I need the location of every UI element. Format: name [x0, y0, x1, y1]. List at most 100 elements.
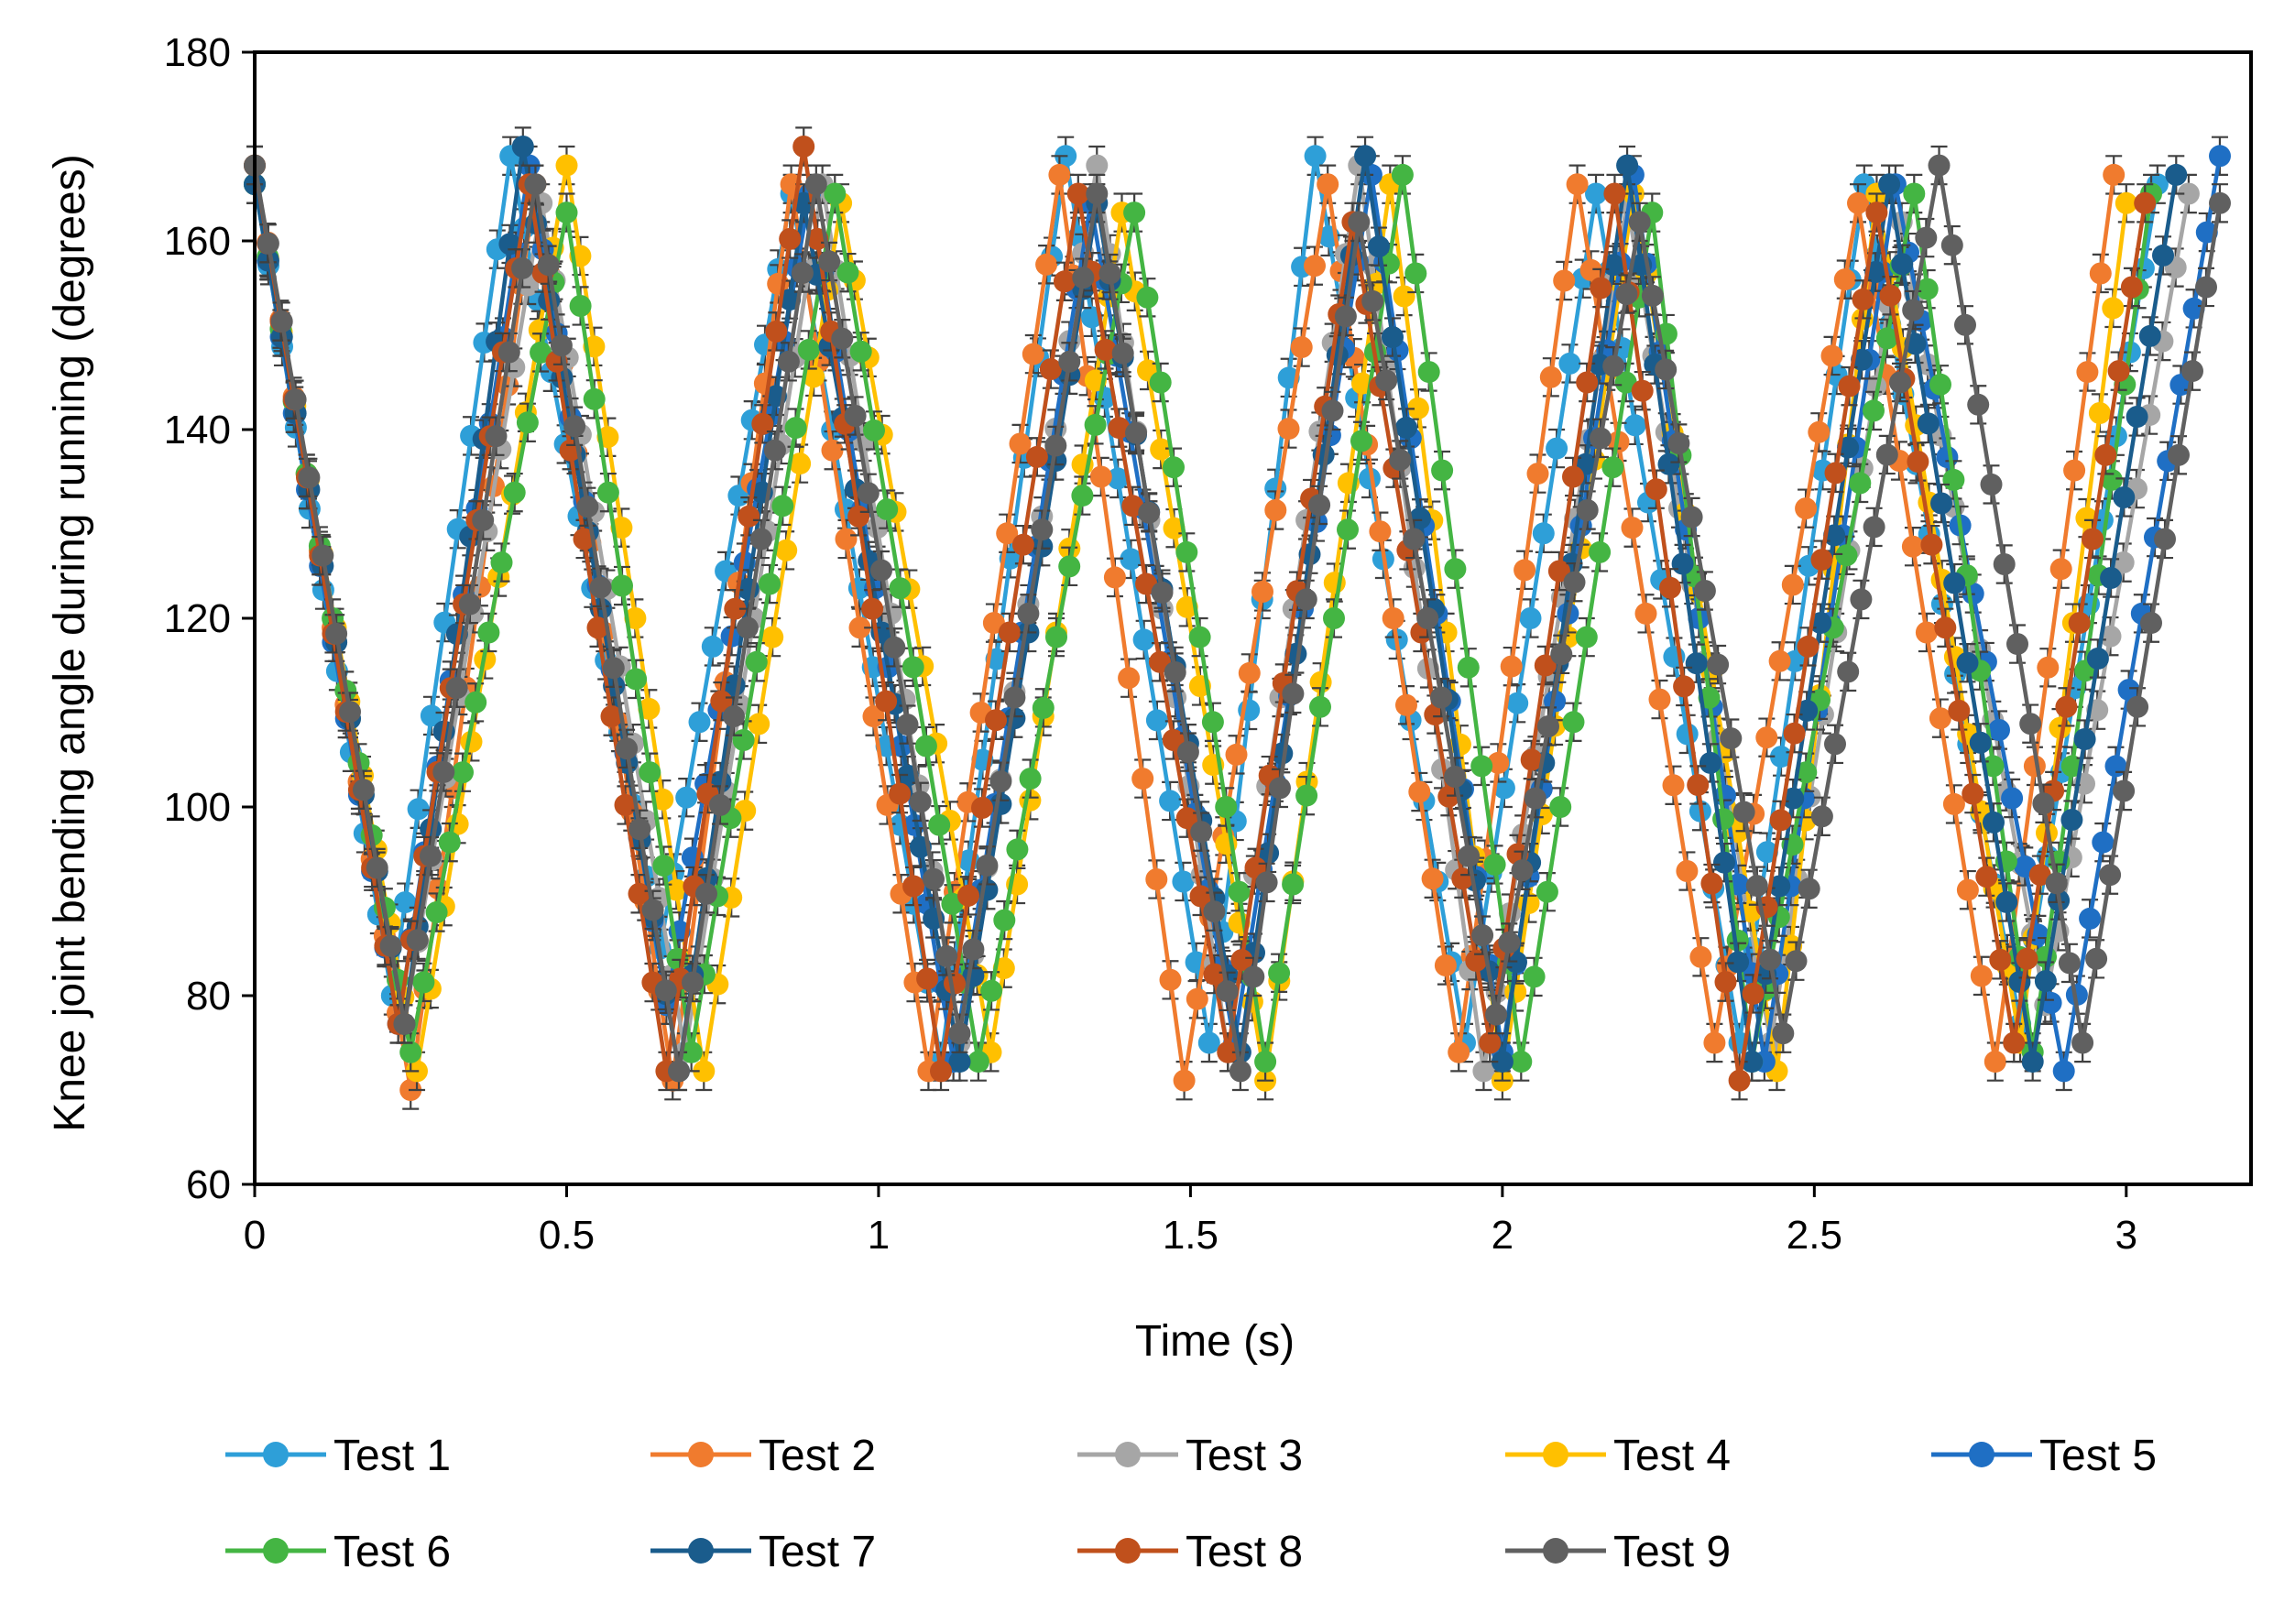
- data-point: [511, 136, 534, 158]
- data-point: [1984, 1051, 2006, 1074]
- data-point: [1657, 452, 1680, 475]
- data-point: [550, 334, 573, 357]
- data-point: [1579, 258, 1602, 281]
- data-point: [1879, 284, 1902, 307]
- data-point: [412, 971, 435, 994]
- data-point: [2195, 276, 2217, 299]
- data-point: [1562, 711, 1585, 734]
- data-point: [1255, 871, 1278, 894]
- data-point: [1159, 790, 1182, 812]
- data-point: [2085, 947, 2108, 970]
- data-point: [1808, 420, 1831, 443]
- data-point: [784, 417, 807, 440]
- data-point: [638, 697, 661, 720]
- data-point: [1368, 235, 1390, 258]
- data-point: [1901, 535, 1924, 558]
- data-point: [1546, 437, 1568, 460]
- data-point: [967, 1051, 989, 1074]
- data-point: [1022, 343, 1044, 365]
- data-point: [1084, 413, 1107, 436]
- legend-item-test-8: Test 8: [1077, 1528, 1303, 1576]
- data-point: [751, 412, 774, 435]
- data-point: [1150, 438, 1173, 461]
- data-point: [257, 232, 279, 255]
- data-point: [651, 788, 674, 811]
- data-point: [1940, 234, 1963, 256]
- data-point: [1967, 393, 1990, 416]
- data-point: [1163, 456, 1185, 479]
- data-point: [1149, 371, 1172, 394]
- data-point: [1714, 971, 1737, 994]
- data-point: [1929, 373, 1951, 396]
- data-point: [1089, 465, 1112, 488]
- data-point: [1980, 473, 2003, 496]
- y-tick-label: 80: [186, 974, 231, 1019]
- data-point: [1391, 163, 1414, 186]
- data-point: [2058, 952, 2081, 975]
- data-point: [709, 793, 731, 816]
- data-point: [1936, 446, 1959, 469]
- data-point: [284, 388, 307, 411]
- data-point: [1524, 787, 1546, 810]
- data-point: [1118, 667, 1141, 690]
- legend-label: Test 4: [1613, 1432, 1731, 1480]
- legend-label: Test 1: [333, 1432, 451, 1480]
- data-point: [1601, 254, 1624, 277]
- data-point: [1334, 305, 1357, 328]
- data-point: [1430, 686, 1453, 709]
- data-point: [472, 508, 495, 531]
- data-point: [1009, 432, 1032, 455]
- data-point: [848, 616, 871, 639]
- data-point: [602, 657, 625, 680]
- data-point: [1417, 361, 1440, 384]
- data-point: [1628, 211, 1651, 234]
- data-point: [1019, 768, 1042, 790]
- data-point: [432, 760, 455, 783]
- data-point: [1852, 288, 1874, 311]
- data-point: [1350, 430, 1372, 452]
- data-point: [883, 636, 906, 659]
- data-point: [1017, 602, 1040, 625]
- data-point: [1500, 655, 1523, 678]
- data-point: [1487, 751, 1510, 774]
- data-point: [1444, 558, 1467, 581]
- data-point: [1693, 580, 1716, 602]
- data-point: [749, 528, 772, 550]
- data-point: [789, 452, 812, 475]
- legend-marker: [1115, 1538, 1141, 1564]
- data-point: [1563, 571, 1586, 594]
- data-point: [407, 798, 430, 821]
- data-point: [1590, 277, 1612, 300]
- data-point: [1989, 948, 2012, 971]
- data-point: [524, 173, 547, 196]
- data-point: [1726, 929, 1749, 952]
- data-point: [831, 327, 854, 350]
- data-point: [724, 597, 747, 620]
- legend-item-test-6: Test 6: [225, 1528, 451, 1576]
- data-point: [889, 782, 912, 805]
- data-point: [1044, 434, 1067, 457]
- data-point: [1676, 723, 1699, 746]
- data-point: [1928, 154, 1951, 177]
- data-point: [1448, 1041, 1470, 1063]
- legend-item-test-5: Test 5: [1931, 1432, 2157, 1480]
- data-point: [916, 967, 939, 990]
- legend-label: Test 2: [759, 1432, 876, 1480]
- data-point: [1175, 807, 1198, 830]
- data-point: [406, 929, 429, 952]
- data-point: [1902, 299, 1925, 322]
- data-point: [1035, 253, 1058, 276]
- data-point: [976, 854, 999, 877]
- data-point: [923, 867, 945, 890]
- data-point: [1172, 870, 1195, 893]
- data-point: [1534, 654, 1557, 677]
- data-point: [1242, 965, 1265, 988]
- data-point: [1404, 262, 1427, 285]
- data-point: [1590, 427, 1612, 450]
- data-point: [1782, 787, 1805, 810]
- data-point: [497, 341, 520, 364]
- y-tick-label: 120: [164, 596, 231, 641]
- data-point: [614, 793, 637, 816]
- data-point: [1514, 559, 1536, 582]
- data-point: [1547, 560, 1570, 583]
